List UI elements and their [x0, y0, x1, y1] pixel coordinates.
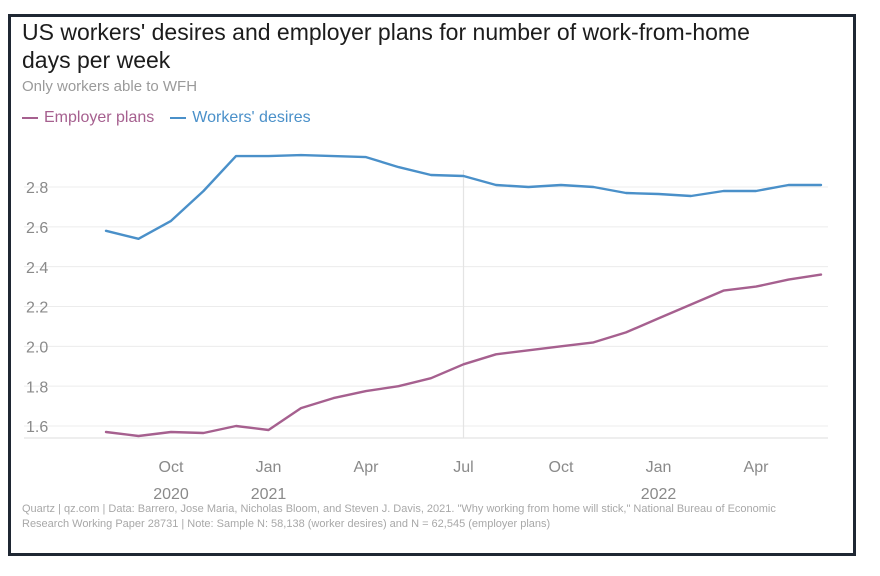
y-tick-label: 2.6	[26, 220, 48, 237]
x-tick-label-month: Jan	[256, 459, 282, 476]
y-tick-label: 2.2	[26, 300, 48, 317]
legend-item-employer: Employer plans	[22, 109, 154, 127]
legend-label-employer: Employer plans	[44, 109, 155, 126]
series-line-employer	[104, 273, 823, 438]
x-tick-label-month: Jul	[453, 459, 473, 476]
y-tick-label: 1.8	[26, 379, 48, 396]
x-tick-label-month: Oct	[549, 459, 574, 476]
x-tick-label-year: 2021	[251, 486, 287, 503]
y-tick-label: 2.4	[26, 260, 48, 277]
series-line-workers	[104, 153, 823, 241]
legend-swatch-workers	[170, 117, 187, 119]
y-tick-label: 2.0	[26, 340, 48, 357]
x-tick-label-month: Oct	[159, 459, 184, 476]
chart-subtitle: Only workers able to WFH	[22, 78, 198, 95]
x-tick-label-year: 2022	[641, 486, 677, 503]
x-tick-label-year: 2020	[153, 486, 189, 503]
legend-swatch-employer	[22, 117, 38, 119]
x-tick-label-month: Jan	[646, 459, 672, 476]
chart-title: US workers' desires and employer plans f…	[22, 19, 750, 73]
legend: Employer plans Workers' desires	[22, 109, 311, 127]
chart-frame	[8, 14, 856, 556]
y-tick-label: 1.6	[26, 419, 48, 436]
x-tick-label-month: Apr	[744, 459, 770, 476]
legend-item-workers: Workers' desires	[170, 109, 311, 127]
legend-label-workers: Workers' desires	[192, 109, 311, 126]
source-footer: Quartz | qz.com | Data: Barrero, Jose Ma…	[22, 503, 776, 530]
x-tick-label-month: Apr	[354, 459, 380, 476]
y-tick-label: 2.8	[26, 180, 48, 197]
